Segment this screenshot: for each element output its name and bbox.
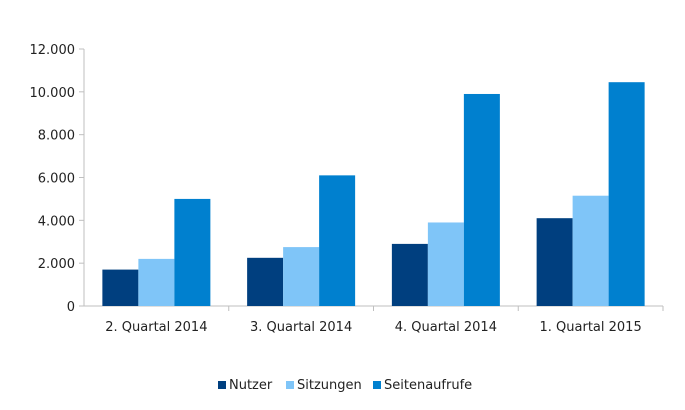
x-tick-label: 1. Quartal 2015 [540,320,642,335]
bar-sitzungen-0 [138,258,175,306]
y-tick-label: 2.000 [38,257,75,272]
y-tick-label: 0 [67,300,75,315]
y-tick-label: 4.000 [38,214,75,229]
x-axis-ticks: 2. Quartal 2014 3. Quartal 2014 4. Quartal… [105,306,664,335]
y-axis-ticks: 0 2.000 4.000 6.000 8.000 10.000 12.000 [30,43,84,315]
x-tick-label: 4. Quartal 2014 [395,320,497,335]
bar-nutzer-0 [102,269,139,306]
legend-swatch-nutzer [218,381,226,389]
y-tick-label: 12.000 [30,43,76,58]
bar-nutzer-1 [247,257,284,306]
bar-seitenaufrufe-2 [463,93,500,306]
bar-sitzungen-3 [572,195,609,306]
y-tick-label: 8.000 [38,129,75,144]
bar-sitzungen-2 [427,222,464,306]
bar-nutzer-3 [536,218,573,306]
x-tick-label: 2. Quartal 2014 [105,320,207,335]
legend: Nutzer Sitzungen Seitenaufrufe [218,378,472,393]
bar-sitzungen-1 [283,247,320,306]
legend-label-seitenaufrufe: Seitenaufrufe [384,378,472,393]
y-tick-label: 6.000 [38,172,75,187]
bar-seitenaufrufe-1 [319,175,356,306]
y-tick-label: 10.000 [30,86,76,101]
x-tick-label: 3. Quartal 2014 [250,320,352,335]
bar-seitenaufrufe-3 [608,82,645,306]
legend-label-sitzungen: Sitzungen [297,378,362,393]
bar-nutzer-2 [391,243,428,306]
legend-swatch-sitzungen [286,381,294,389]
bar-seitenaufrufe-0 [174,198,211,306]
bars [102,82,645,306]
legend-label-nutzer: Nutzer [229,378,273,393]
legend-swatch-seitenaufrufe [373,381,381,389]
